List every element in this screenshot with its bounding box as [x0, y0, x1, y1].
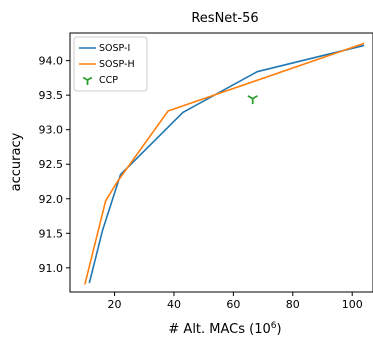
x-tick-label: 40 [167, 298, 181, 311]
y-tick-label: 92.0 [39, 193, 64, 206]
y-tick-label: 94.0 [39, 55, 64, 68]
y-tick-label: 93.0 [39, 124, 64, 137]
series-line-sosp-i [88, 44, 365, 284]
legend-label-sosp-i: SOSP-I [99, 43, 130, 54]
y-axis-label: accuracy [9, 132, 24, 191]
chart-title: ResNet-56 [191, 11, 258, 26]
legend-label-ccp: CCP [99, 75, 118, 86]
legend-label-sosp-h: SOSP-H [99, 59, 135, 70]
legend-marker-ccp [82, 76, 88, 81]
x-tick-label: 20 [108, 298, 122, 311]
y-tick-label: 91.5 [39, 227, 64, 240]
x-axis-label: # Alt. MACs (106) [168, 321, 281, 337]
x-tick-label: 60 [226, 298, 240, 311]
plot-area [69, 32, 373, 293]
legend-marker-ccp [87, 76, 93, 81]
legend-swatch-ccp [82, 76, 93, 85]
plot-frame [69, 32, 373, 293]
y-axis: 91.0 91.5 92.0 92.5 93.0 93.5 94.0 [39, 55, 70, 275]
marker-ccp [252, 95, 258, 100]
legend-box [73, 36, 148, 92]
legend: SOSP-I SOSP-H CCP [73, 36, 148, 92]
x-axis: 20 40 60 80 100 [108, 292, 363, 311]
x-tick-label: 80 [286, 298, 300, 311]
y-tick-label: 91.0 [39, 262, 64, 275]
y-tick-label: 92.5 [39, 158, 64, 171]
x-tick-label: 100 [342, 298, 363, 311]
y-tick-label: 93.5 [39, 89, 64, 102]
series-layer [84, 42, 365, 285]
marker-ccp [247, 95, 254, 100]
data-point-ccp [247, 95, 258, 105]
